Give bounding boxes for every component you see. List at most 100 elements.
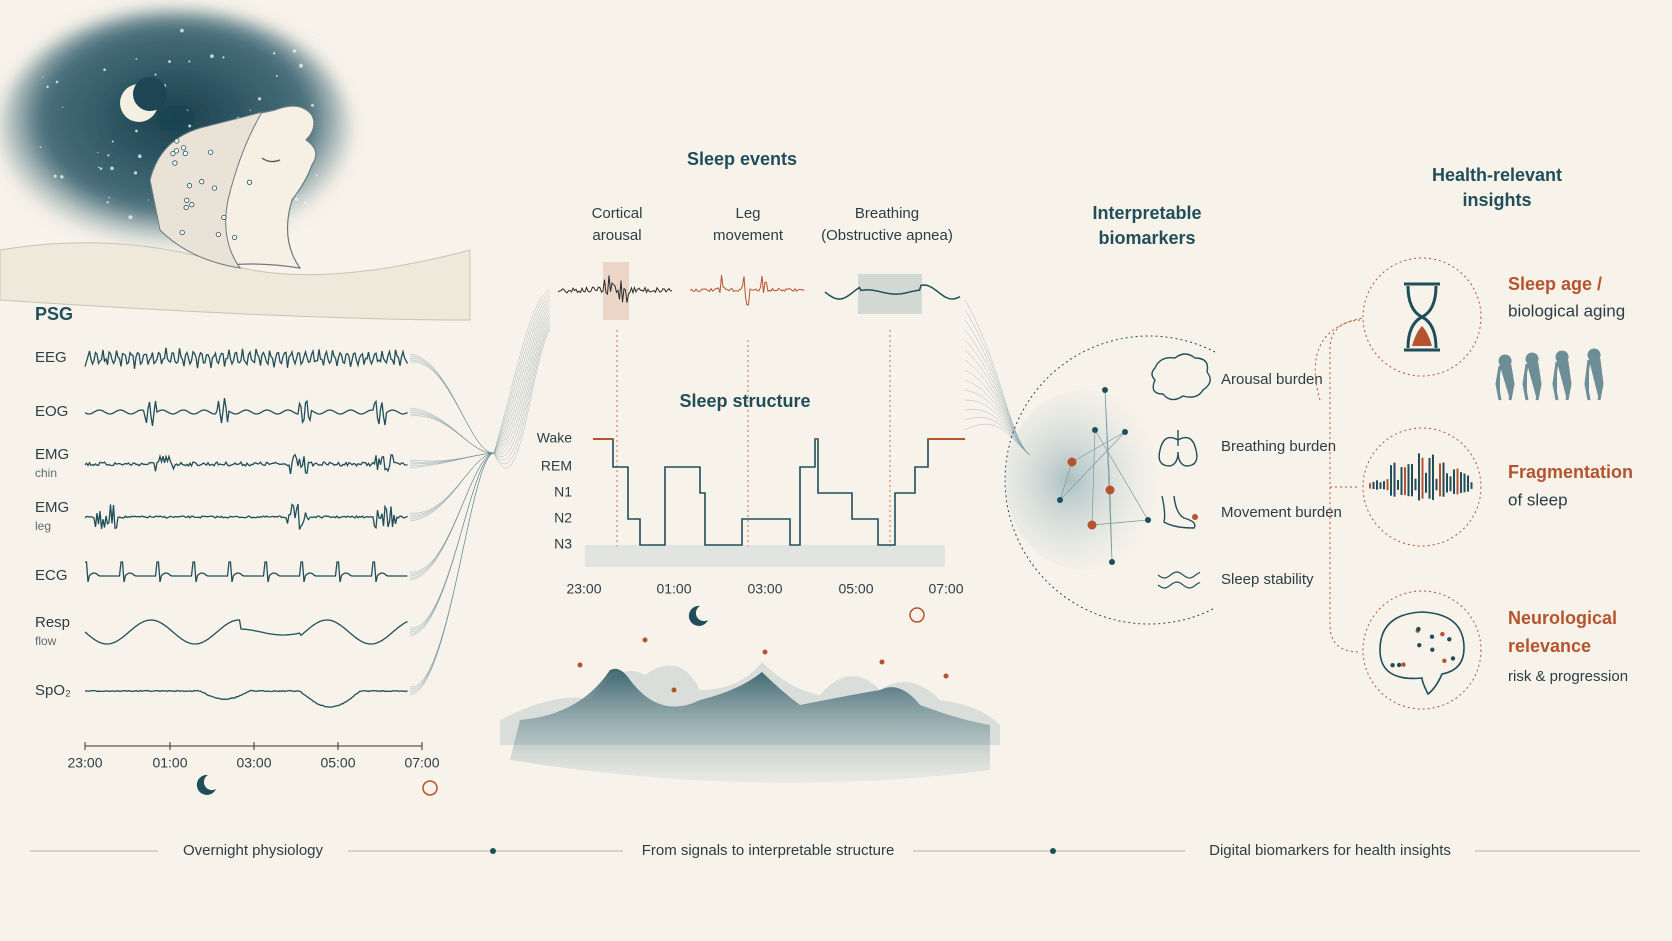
hypnogram-shade [585,545,945,567]
channel-label: EEG [35,349,67,366]
channel-sublabel: flow [35,634,57,648]
person-figure [1522,352,1542,401]
moon-icon [196,774,216,795]
biomarker-label: Arousal burden [1221,371,1323,388]
fan-line [493,304,551,454]
time-label: 01:00 [152,755,187,771]
star [42,76,44,78]
electrode [189,202,195,208]
insight-circle [1362,590,1482,710]
star [133,171,138,175]
footer-label: Digital biomarkers for health insights [1209,842,1451,859]
electrode [170,150,176,157]
star [275,74,278,77]
fan-line [409,452,495,581]
peak-marker [642,637,648,643]
star [168,60,171,64]
fan-line [409,452,495,696]
hourglass-icon [1404,282,1440,352]
star [39,146,42,148]
brain-node [1440,631,1445,637]
star [137,154,142,159]
star [272,52,276,55]
insight-heading: Neurological [1508,608,1617,628]
electrode [221,214,227,221]
stage-label: N1 [554,484,572,500]
star [135,129,138,133]
brain-node [1450,656,1456,661]
moon-shadow [133,77,167,111]
time-label: 03:00 [747,581,782,597]
star [316,33,320,37]
section-title: Sleep structure [679,391,810,411]
stage-label: Wake [537,430,572,446]
event-label: Breathing [855,205,919,222]
network-edge [1094,429,1149,521]
electrode [199,179,205,185]
star [103,68,106,72]
electrode [182,150,188,156]
insight-heading: Sleep age / [1508,274,1602,294]
star [55,80,59,84]
event-label: Leg [735,205,760,222]
star [302,39,305,42]
insight-heading: Fragmentation [1508,462,1633,482]
peak-marker [879,659,885,665]
star [97,166,100,169]
event-label: movement [713,227,784,244]
hourglass-sand [1412,326,1432,346]
section-title: biomarkers [1098,228,1195,248]
star [53,174,57,178]
brain-node [1442,658,1447,663]
peak-marker [577,662,583,668]
star [46,85,49,89]
brain-icon [1151,353,1211,401]
person-figure [1552,350,1572,401]
hypnogram [593,438,965,546]
fan-line [493,325,551,464]
network-edge [1091,519,1149,526]
time-label: 07:00 [404,755,439,771]
network-edge [1071,431,1126,463]
network-node [1087,520,1097,530]
fan-line [493,313,551,454]
star [110,166,114,171]
network-node [1092,427,1098,433]
section-title: Health-relevant [1432,165,1562,185]
pillow [0,242,471,321]
electrode [179,229,185,236]
brain-node [1447,637,1452,642]
fan-line [493,295,551,454]
network-node [1057,497,1063,503]
insight-detail: risk & progression [1508,668,1628,685]
footer-dot [490,848,496,854]
signal-trace [85,561,408,583]
brain-node [1429,634,1435,639]
network-edge [1059,461,1073,501]
stage-label: REM [541,458,572,474]
electrode [246,179,253,185]
network-node [1122,429,1128,435]
footer-gap [1185,840,1475,862]
footer-gap [623,840,913,862]
biomarker-link [1314,317,1364,401]
stage-label: N2 [554,510,572,526]
electrode [173,148,180,154]
electrode [211,185,218,191]
sun-icon [422,780,438,796]
star [60,175,64,179]
signal-trace [84,347,409,369]
signal-trace [84,619,408,645]
star [294,197,299,202]
star [71,204,73,206]
channel-label: EMG [35,499,69,516]
electrode [183,204,189,211]
network-boundary [1004,335,1216,625]
fan-line [493,292,551,454]
electrode [181,145,187,151]
star [188,124,192,128]
star [61,218,64,221]
biomarker-label: Breathing burden [1221,438,1336,455]
